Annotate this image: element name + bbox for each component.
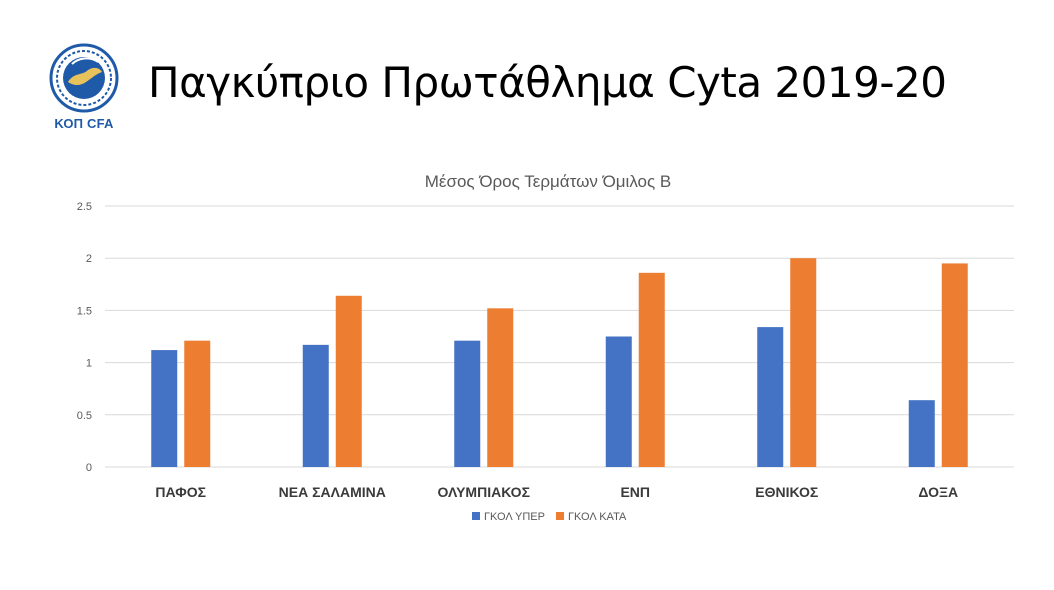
y-tick-label: 0 — [86, 462, 92, 474]
x-category-label: ΕΝΠ — [620, 484, 650, 500]
bar-goals-against — [941, 263, 968, 467]
cfa-emblem-icon — [49, 43, 119, 113]
legend: ΓΚΟΛ ΥΠΕΡ ΓΚΟΛ ΚΑΤΑ — [472, 511, 627, 523]
bar-goals-against — [790, 258, 817, 467]
bar-goals-against — [487, 308, 514, 467]
bar-goals-against — [184, 340, 211, 467]
bar-goals-for — [757, 327, 784, 467]
chart-title: Μέσος Όρος Τερμάτων Όμιλος Β — [425, 172, 672, 191]
x-axis-categories: ΠΑΦΟΣ ΝΕΑ ΣΑΛΑΜΙΝΑ ΟΛΥΜΠΙΑΚΟΣ ΕΝΠ ΕΘΝΙΚΟΣ ΔΟΞ… — [155, 484, 958, 500]
x-category-label: ΠΑΦΟΣ — [155, 484, 206, 500]
legend-swatch — [556, 512, 564, 520]
bar-goals-for — [302, 344, 329, 467]
bar-goals-against — [335, 295, 362, 467]
y-tick-label: 2 — [86, 253, 92, 265]
cfa-logo: ΚΟΠ CFA — [48, 42, 120, 134]
legend-label: ΓΚΟΛ ΥΠΕΡ — [484, 511, 545, 523]
logo-text: ΚΟΠ CFA — [54, 116, 114, 131]
y-tick-label: 2.5 — [77, 201, 92, 213]
legend-label: ΓΚΟΛ ΚΑΤΑ — [568, 511, 627, 523]
bar-goals-against — [638, 272, 665, 467]
y-tick-label: 1 — [86, 358, 92, 370]
x-category-label: ΕΘΝΙΚΟΣ — [755, 484, 818, 500]
y-axis-ticks: 0 0.5 1 1.5 2 2.5 — [77, 201, 92, 474]
y-tick-label: 1.5 — [77, 305, 92, 317]
y-tick-label: 0.5 — [77, 410, 92, 422]
bar-goals-for — [454, 340, 481, 467]
x-category-label: ΟΛΥΜΠΙΑΚΟΣ — [438, 484, 530, 500]
bars — [151, 258, 968, 467]
bar-goals-for — [908, 400, 935, 467]
slide-title: Παγκύπριο Πρωτάθλημα Cyta 2019-20 — [148, 58, 947, 107]
gridlines — [105, 205, 1014, 468]
x-category-label: ΔΟΞΑ — [918, 484, 958, 500]
x-category-label: ΝΕΑ ΣΑΛΑΜΙΝΑ — [279, 484, 386, 500]
bar-goals-for — [151, 350, 178, 467]
legend-swatch — [472, 512, 480, 520]
bar-goals-for — [605, 336, 632, 467]
